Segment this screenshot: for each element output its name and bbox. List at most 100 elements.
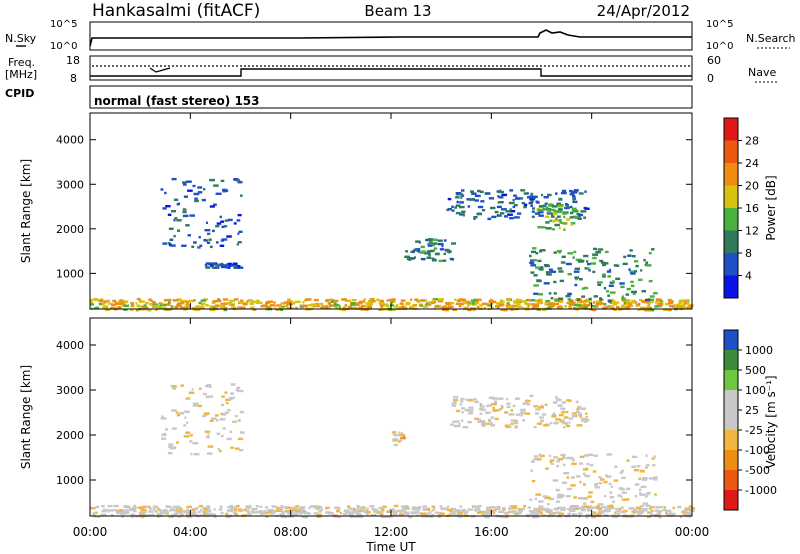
echo-cell: [493, 512, 496, 515]
echo-cell: [163, 432, 167, 436]
echo-cell: [220, 179, 225, 183]
echo-cell: [509, 208, 512, 211]
echo-cell: [486, 512, 493, 515]
echo-cell: [380, 508, 385, 512]
echo-cell: [653, 478, 658, 481]
echo-cell: [438, 259, 444, 263]
echo-cell: [587, 509, 592, 512]
echo-cell: [190, 509, 196, 512]
echo-cell: [507, 298, 511, 302]
echo-cell: [433, 508, 436, 511]
echo-cell: [300, 509, 306, 512]
echo-cell: [588, 269, 591, 272]
echo-cell: [431, 257, 435, 260]
echo-cell: [238, 230, 243, 233]
echo-cell: [172, 387, 176, 390]
echo-cell: [496, 214, 500, 217]
echo-cell: [532, 510, 539, 513]
echo-cell: [437, 242, 444, 246]
echo-cell: [172, 427, 177, 430]
echo-cell: [563, 407, 566, 411]
echo-cell: [325, 506, 330, 510]
echo-cell: [366, 513, 369, 516]
colorbar-tick-label: 16: [745, 202, 759, 215]
echo-cell: [558, 226, 561, 230]
echo-cell: [147, 309, 152, 312]
echo-cell: [639, 469, 644, 472]
echo-cell: [528, 201, 533, 205]
echo-cell: [234, 265, 239, 269]
echo-cell: [558, 251, 561, 254]
echo-cell: [536, 303, 540, 306]
echo-cell: [571, 506, 578, 509]
echo-cell: [185, 512, 189, 515]
echo-cell: [253, 508, 258, 511]
echo-cell: [495, 305, 500, 308]
echo-cell: [176, 298, 182, 301]
echo-cell: [93, 298, 100, 302]
echo-cell: [236, 243, 239, 246]
echo-cell: [424, 299, 428, 302]
echo-cell: [217, 298, 221, 301]
echo-cell: [490, 424, 496, 427]
echo-cell: [205, 262, 211, 265]
echo-cell: [212, 229, 215, 233]
echo-cell: [234, 511, 238, 515]
nsky-trace: [89, 29, 692, 47]
echo-cell: [132, 509, 137, 513]
echo-cell: [325, 305, 329, 308]
echo-cell: [218, 263, 224, 266]
echo-cell: [237, 508, 243, 511]
echo-cell: [508, 510, 512, 514]
echo-cell: [359, 513, 363, 517]
echo-cell: [301, 304, 307, 307]
echo-cell: [411, 511, 417, 515]
colorbar-tick-label: 25: [745, 404, 759, 417]
colorbar-tick-label: 100: [745, 384, 766, 397]
echo-cell: [93, 307, 97, 310]
echo-cell: [508, 413, 515, 416]
echo-cell: [353, 507, 356, 511]
echo-cell: [555, 511, 559, 514]
echo-cell: [182, 183, 187, 186]
echo-cell: [580, 300, 584, 303]
echo-cell: [205, 266, 211, 269]
echo-cell: [645, 504, 651, 508]
echo-cell: [558, 197, 563, 201]
echo-cell: [173, 512, 179, 515]
echo-cell: [131, 515, 134, 519]
echo-cell: [596, 513, 602, 516]
echo-cell: [283, 506, 287, 510]
echo-cell: [560, 508, 566, 512]
echo-cell: [553, 456, 558, 459]
echo-cell: [611, 280, 615, 283]
echo-cell: [367, 301, 374, 304]
colorbar-swatch: [724, 370, 738, 391]
echo-cell: [558, 305, 563, 308]
echo-cell: [589, 302, 592, 305]
echo-cell: [567, 252, 574, 255]
echo-cell: [585, 418, 590, 422]
echo-cell: [220, 403, 225, 407]
echo-cell: [189, 214, 195, 217]
echo-cell: [508, 201, 515, 205]
echo-cell: [578, 411, 581, 414]
echo-cell: [662, 509, 667, 512]
echo-cell: [226, 515, 231, 519]
echo-cell: [541, 193, 544, 197]
echo-cell: [461, 407, 466, 410]
echo-cell: [584, 454, 590, 457]
echo-cell: [141, 508, 147, 512]
echo-cell: [411, 506, 416, 509]
echo-cell: [488, 197, 494, 200]
echo-cell: [519, 197, 524, 200]
echo-cell: [681, 303, 686, 307]
echo-cell: [431, 509, 435, 512]
echo-cell: [239, 448, 244, 452]
echo-cell: [527, 196, 532, 199]
echo-cell: [217, 448, 221, 451]
echo-cell: [278, 307, 284, 310]
echo-cell: [556, 500, 561, 503]
echo-cell: [593, 454, 598, 457]
echo-cell: [538, 453, 542, 456]
